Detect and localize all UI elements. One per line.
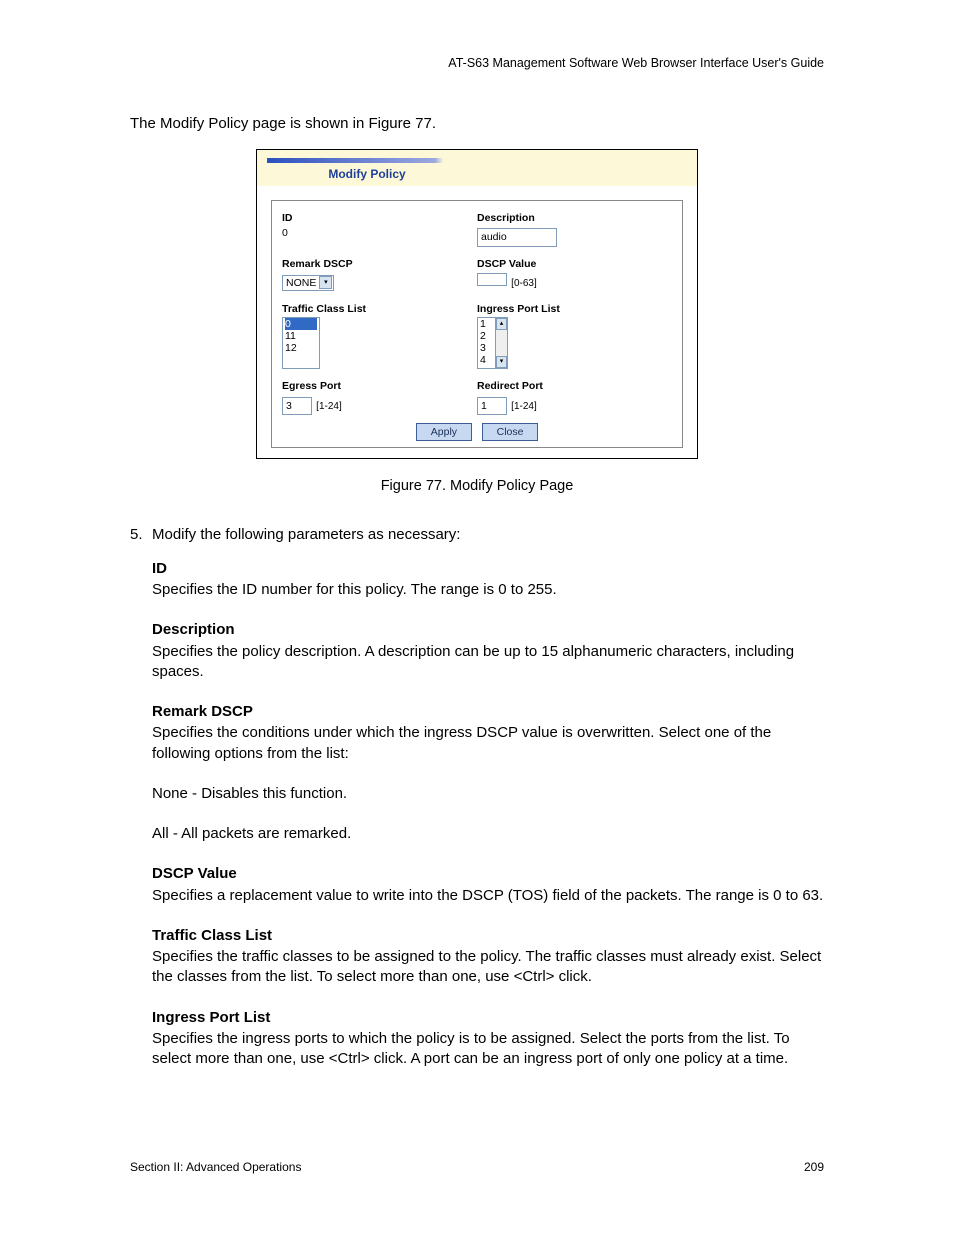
list-item[interactable]: 12 bbox=[285, 342, 317, 354]
egress-range: [1-24] bbox=[316, 401, 342, 412]
page-header: AT-S63 Management Software Web Browser I… bbox=[130, 55, 824, 72]
footer-right: 209 bbox=[804, 1159, 824, 1175]
list-item[interactable]: 4 bbox=[480, 354, 493, 366]
traffic-class-list-label: Traffic Class List bbox=[282, 302, 477, 316]
remark-dscp-label: Remark DSCP bbox=[282, 257, 477, 271]
traffic-class-listbox[interactable]: 0 11 12 bbox=[282, 317, 320, 369]
param-id-text: Specifies the ID number for this policy.… bbox=[152, 580, 824, 600]
close-button[interactable]: Close bbox=[482, 423, 538, 441]
description-input[interactable]: audio bbox=[477, 228, 557, 246]
param-remark-text1: Specifies the conditions under which the… bbox=[152, 723, 824, 764]
redirect-port-label: Redirect Port bbox=[477, 379, 672, 393]
dscp-range: [0-63] bbox=[511, 278, 537, 289]
figure-title: Modify Policy bbox=[267, 166, 467, 182]
egress-port-input[interactable]: 3 bbox=[282, 397, 312, 415]
footer-left: Section II: Advanced Operations bbox=[130, 1159, 301, 1175]
scroll-up-icon[interactable]: ▴ bbox=[496, 318, 507, 330]
param-dscp-text: Specifies a replacement value to write i… bbox=[152, 886, 824, 906]
apply-button[interactable]: Apply bbox=[416, 423, 472, 441]
figure-77: Modify Policy ID 0 Description audio Rem… bbox=[256, 149, 698, 459]
param-remark-text3: All - All packets are remarked. bbox=[152, 824, 824, 844]
param-tcl-text: Specifies the traffic classes to be assi… bbox=[152, 947, 824, 988]
list-item[interactable]: 11 bbox=[285, 330, 317, 342]
list-item[interactable]: 0 bbox=[285, 318, 317, 330]
egress-port-label: Egress Port bbox=[282, 379, 477, 393]
param-ipl-heading: Ingress Port List bbox=[152, 1008, 824, 1028]
param-dscp-heading: DSCP Value bbox=[152, 864, 824, 884]
param-desc-heading: Description bbox=[152, 620, 824, 640]
list-item[interactable]: 1 bbox=[480, 318, 493, 330]
scroll-down-icon[interactable]: ▾ bbox=[496, 356, 507, 368]
ingress-port-list-label: Ingress Port List bbox=[477, 302, 672, 316]
param-ipl-text: Specifies the ingress ports to which the… bbox=[152, 1029, 824, 1070]
param-tcl-heading: Traffic Class List bbox=[152, 926, 824, 946]
figure-caption: Figure 77. Modify Policy Page bbox=[130, 477, 824, 497]
redirect-port-input[interactable]: 1 bbox=[477, 397, 507, 415]
id-label: ID bbox=[282, 211, 477, 225]
param-desc-text: Specifies the policy description. A desc… bbox=[152, 642, 824, 683]
step-text: Modify the following parameters as neces… bbox=[152, 525, 460, 545]
dscp-value-label: DSCP Value bbox=[477, 257, 672, 271]
list-item[interactable]: 2 bbox=[480, 330, 493, 342]
param-remark-text2: None - Disables this function. bbox=[152, 784, 824, 804]
chevron-down-icon: ▾ bbox=[319, 276, 332, 289]
param-remark-heading: Remark DSCP bbox=[152, 702, 824, 722]
param-id-heading: ID bbox=[152, 559, 824, 579]
dscp-value-input[interactable] bbox=[477, 273, 507, 286]
figure-title-area: Modify Policy bbox=[257, 150, 697, 186]
scrollbar[interactable]: ▴ ▾ bbox=[495, 317, 508, 369]
step-number: 5. bbox=[130, 525, 152, 545]
remark-dscp-select[interactable]: NONE ▾ bbox=[282, 275, 334, 291]
redirect-range: [1-24] bbox=[511, 401, 537, 412]
intro-text: The Modify Policy page is shown in Figur… bbox=[130, 114, 824, 134]
description-label: Description bbox=[477, 211, 672, 225]
ingress-port-listbox[interactable]: 1 2 3 4 bbox=[477, 317, 495, 369]
id-value: 0 bbox=[282, 226, 477, 240]
list-item[interactable]: 3 bbox=[480, 342, 493, 354]
